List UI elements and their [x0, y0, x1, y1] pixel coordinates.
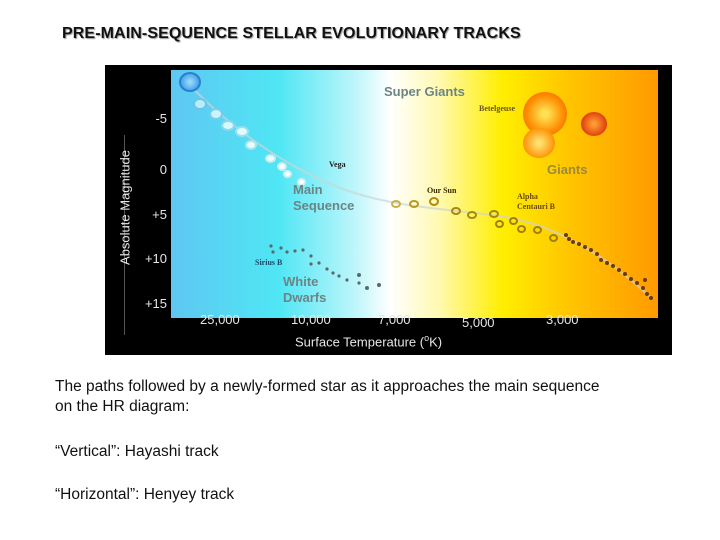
star-marker	[489, 210, 499, 218]
x-tick: 3,000	[546, 312, 579, 327]
giant-star-marker	[581, 112, 607, 136]
region-white-dwarfs: White Dwarfs	[283, 274, 326, 306]
region-main-sequence-line2: Sequence	[293, 198, 355, 213]
region-white-dwarfs-line2: Dwarfs	[283, 290, 327, 305]
hr-diagram: Absolute Magnitude -5 0 +5 +10 +15	[105, 65, 672, 355]
y-tick: -5	[155, 111, 167, 126]
star-marker	[193, 98, 207, 110]
label-vega: Vega	[329, 160, 346, 169]
region-white-dwarfs-line1: White	[283, 274, 319, 289]
label-alpha-line2: Centauri B	[517, 202, 555, 211]
star-marker	[467, 211, 477, 219]
star-marker	[209, 108, 223, 120]
label-our-sun: Our Sun	[427, 186, 457, 195]
region-main-sequence-line1: Main	[293, 182, 323, 197]
x-tick: 5,000	[462, 315, 495, 330]
giant-star-marker	[523, 128, 555, 158]
slide-title: PRE-MAIN-SEQUENCE STELLAR EVOLUTIONARY T…	[62, 25, 521, 42]
hayashi-track-item: “Vertical”: Hayashi track	[55, 443, 219, 460]
y-tick: +15	[144, 296, 167, 311]
star-marker	[235, 126, 249, 137]
red-dwarf-dots	[269, 233, 653, 300]
paragraph-line2: on the HR diagram:	[55, 398, 190, 415]
star-marker	[451, 207, 461, 215]
x-tick: 10,000	[291, 312, 331, 327]
x-tick: 25,000	[200, 312, 240, 327]
star-marker	[221, 120, 235, 131]
star-marker	[391, 200, 401, 208]
star-marker	[265, 154, 276, 163]
x-axis-label: Surface Temperature (oK)	[295, 333, 443, 350]
star-marker	[283, 170, 292, 178]
star-marker	[179, 72, 201, 92]
star-marker	[517, 225, 526, 233]
star-marker	[495, 220, 504, 228]
region-super-giants: Super Giants	[384, 84, 465, 99]
sun-marker	[429, 197, 439, 206]
star-marker	[509, 217, 518, 225]
plot-area: Super Giants Giants Main Sequence White …	[171, 70, 658, 318]
y-tick: +10	[144, 251, 167, 266]
label-betelgeuse: Betelgeuse	[479, 104, 515, 113]
label-alpha-centauri-b: Alpha Centauri B	[517, 192, 555, 212]
star-marker	[549, 234, 558, 242]
star-marker	[277, 162, 287, 171]
star-marker	[409, 200, 419, 208]
y-axis-line	[124, 135, 125, 335]
x-tick: 7,000	[378, 312, 411, 327]
region-giants: Giants	[547, 162, 588, 177]
henyey-track-item: “Horizontal”: Henyey track	[55, 486, 235, 503]
y-tick: 0	[159, 162, 167, 177]
star-marker	[533, 226, 542, 234]
star-marker	[297, 178, 306, 186]
region-main-sequence: Main Sequence	[293, 182, 354, 214]
label-alpha-line1: Alpha	[517, 192, 538, 201]
body-paragraph: The paths followed by a newly-formed sta…	[55, 377, 600, 417]
paragraph-line1: The paths followed by a newly-formed sta…	[55, 378, 600, 395]
star-marker	[245, 140, 257, 150]
label-sirius-b: Sirius B	[255, 258, 283, 267]
y-tick: +5	[152, 207, 167, 222]
